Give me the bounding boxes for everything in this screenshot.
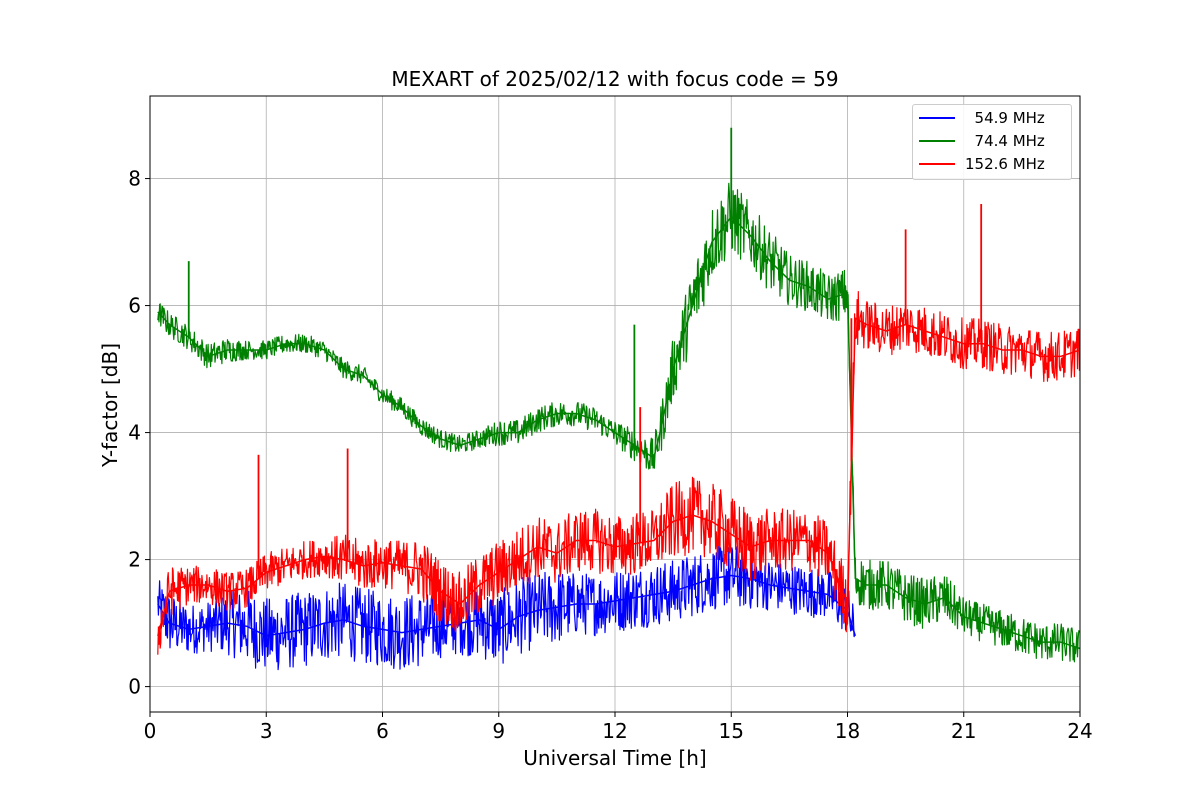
legend-line-54-9-mhz bbox=[919, 117, 955, 119]
legend-label-54-9-mhz: 54.9 MHz bbox=[965, 109, 1045, 127]
series-line-74-4-mhz bbox=[157, 215, 1081, 650]
legend-item-152-6-mhz: 152.6 MHz bbox=[919, 153, 1045, 175]
y-tick-label: 2 bbox=[128, 548, 141, 572]
x-tick-label: 24 bbox=[1067, 719, 1092, 743]
x-tick-label: 0 bbox=[144, 719, 157, 743]
x-tick-label: 15 bbox=[719, 719, 744, 743]
series-layer bbox=[157, 127, 1081, 671]
x-tick-label: 3 bbox=[260, 719, 273, 743]
y-axis-label: Y-factor [dB] bbox=[98, 342, 122, 468]
x-tick-label: 6 bbox=[376, 719, 389, 743]
legend-label-152-6-mhz: 152.6 MHz bbox=[965, 155, 1045, 173]
series-noise-54-9-mhz bbox=[157, 545, 856, 671]
legend-item-54-9-mhz: 54.9 MHz bbox=[919, 107, 1045, 129]
series-noise-74-4-mhz bbox=[157, 182, 1080, 663]
legend-line-152-6-mhz bbox=[919, 163, 955, 165]
legend: 54.9 MHz 74.4 MHz 152.6 MHz bbox=[912, 104, 1072, 180]
y-tick-label: 4 bbox=[128, 421, 141, 445]
x-tick-label: 9 bbox=[492, 719, 505, 743]
x-tick-label: 21 bbox=[951, 719, 976, 743]
y-tick-label: 8 bbox=[128, 167, 141, 191]
chart-title: MEXART of 2025/02/12 with focus code = 5… bbox=[391, 67, 839, 91]
y-tick-label: 6 bbox=[128, 294, 141, 318]
legend-label-74-4-mhz: 74.4 MHz bbox=[965, 132, 1045, 150]
series-line-152-6-mhz bbox=[157, 317, 1081, 636]
x-axis-label: Universal Time [h] bbox=[523, 746, 707, 770]
legend-item-74-4-mhz: 74.4 MHz bbox=[919, 130, 1045, 152]
series-line-54-9-mhz bbox=[157, 574, 857, 637]
legend-line-74-4-mhz bbox=[919, 140, 955, 142]
y-tick-label: 0 bbox=[128, 675, 141, 699]
x-tick-label: 18 bbox=[835, 719, 860, 743]
x-tick-label: 12 bbox=[602, 719, 627, 743]
